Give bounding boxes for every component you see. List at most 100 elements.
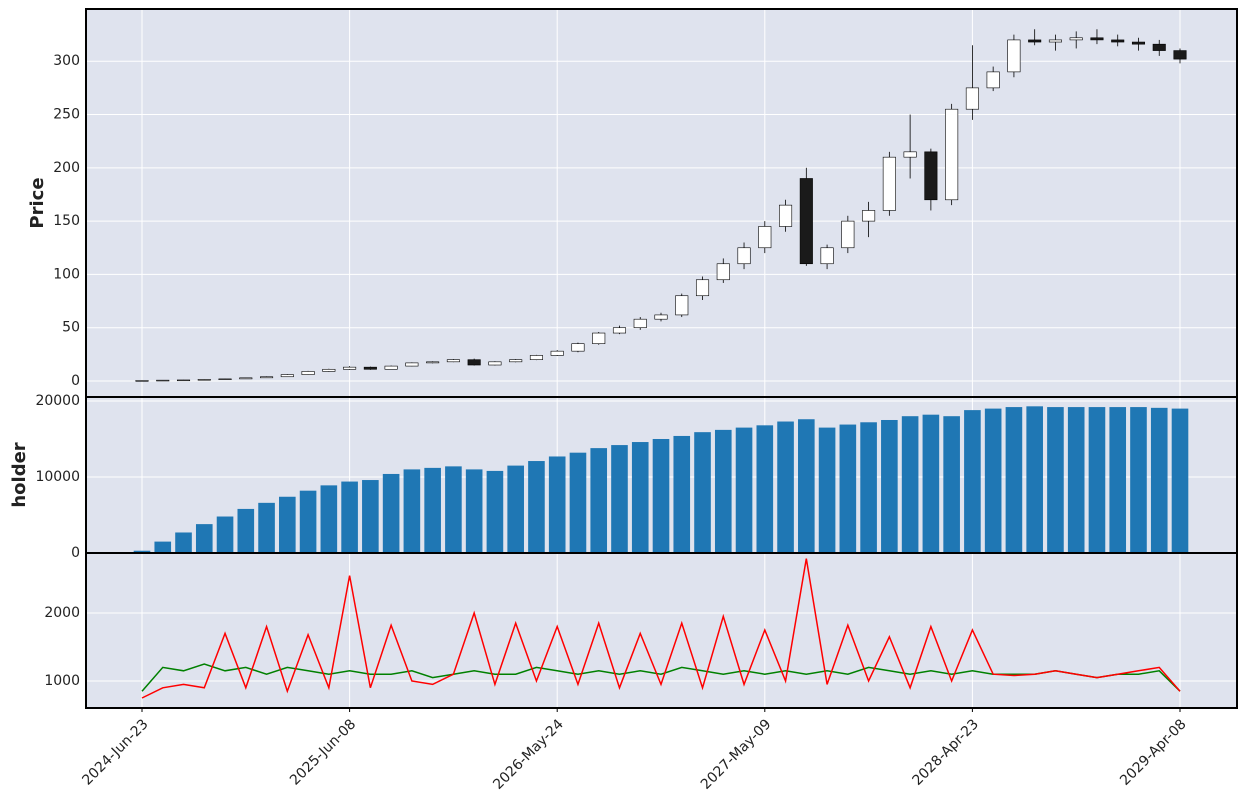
- y-tick-label: 0: [71, 373, 80, 389]
- bar: [548, 456, 566, 553]
- bar: [798, 419, 815, 553]
- bar: [590, 448, 608, 553]
- candle-body: [654, 314, 668, 320]
- candle-body: [301, 371, 315, 375]
- bar: [860, 422, 877, 553]
- bar: [465, 469, 483, 553]
- bar: [320, 485, 338, 553]
- bar: [1047, 407, 1064, 553]
- candle-body: [841, 220, 855, 249]
- bar: [839, 424, 857, 553]
- bar: [964, 410, 981, 553]
- candle-body: [260, 376, 274, 379]
- x-tick-label: 2029-Apr-08: [1117, 716, 1190, 789]
- bar: [694, 432, 711, 553]
- candle-body: [197, 379, 211, 381]
- x-tick-label: 2025-Jun-08: [287, 716, 359, 788]
- bar: [673, 435, 691, 553]
- candle-body: [571, 343, 585, 352]
- bar: [1088, 407, 1106, 553]
- bar: [611, 445, 628, 553]
- candle-body: [612, 327, 627, 334]
- candle-body: [737, 247, 751, 265]
- candle-body: [758, 226, 772, 249]
- bar: [237, 508, 255, 553]
- bar: [1067, 407, 1085, 553]
- candle-body: [862, 210, 876, 222]
- y-tick-label: 200: [53, 160, 80, 176]
- bar: [258, 502, 275, 553]
- bar: [714, 429, 732, 553]
- candle-body: [924, 151, 938, 201]
- bar: [424, 467, 441, 553]
- candle-body: [322, 368, 336, 372]
- candle-body: [716, 263, 730, 281]
- bar: [569, 452, 587, 553]
- y-tick-label: 2000: [44, 605, 80, 621]
- bar: [818, 427, 836, 553]
- bar: [777, 421, 794, 553]
- bar: [1130, 407, 1147, 553]
- y-tick-label: 0: [71, 545, 80, 561]
- bar: [175, 532, 192, 553]
- candle-body: [882, 156, 896, 211]
- candle-body: [405, 362, 419, 367]
- candle-body: [218, 378, 232, 380]
- x-tick-label: 2026-May-24: [490, 716, 567, 793]
- candle-body: [384, 365, 398, 370]
- bar: [528, 461, 545, 553]
- candle-body: [176, 379, 191, 382]
- candle-body: [467, 359, 481, 366]
- bar: [922, 414, 940, 553]
- candle-body: [509, 359, 523, 363]
- candle-body: [135, 380, 149, 382]
- candle-body: [529, 355, 543, 360]
- bar: [341, 481, 358, 553]
- candle-body: [1131, 41, 1146, 45]
- y-axis-label: holder: [9, 442, 30, 507]
- bar: [631, 442, 649, 553]
- candle-body: [488, 361, 502, 366]
- line-series: [141, 558, 1181, 699]
- candle-body: [633, 318, 647, 329]
- y-tick-label: 150: [53, 213, 80, 229]
- candle-body: [426, 361, 440, 364]
- candle-body: [363, 366, 377, 370]
- candle-body: [280, 374, 294, 378]
- candle-body: [1111, 39, 1125, 43]
- bar: [652, 438, 670, 553]
- candle-body: [820, 247, 834, 265]
- candle-body: [1069, 37, 1083, 41]
- x-tick-label: 2027-May-09: [698, 716, 775, 793]
- candle-body: [695, 279, 710, 297]
- panel-background: [86, 9, 1237, 397]
- candle-body: [446, 359, 460, 363]
- candle-body: [903, 151, 917, 158]
- x-tick-label: 2024-Jun-23: [79, 716, 151, 788]
- x-tick-label: 2028-Apr-23: [910, 716, 983, 789]
- bar: [133, 550, 151, 553]
- bar: [984, 408, 1002, 553]
- bar: [216, 516, 234, 553]
- candle-body: [1028, 39, 1042, 43]
- candle-body: [1007, 39, 1021, 73]
- y-tick-label: 300: [53, 53, 80, 69]
- candle-body: [239, 377, 253, 380]
- bar: [507, 465, 524, 553]
- candle-body: [986, 71, 1000, 89]
- candle-body: [965, 87, 979, 110]
- candle-body: [1173, 50, 1187, 60]
- bar: [486, 470, 504, 553]
- y-tick-label: 100: [53, 266, 80, 282]
- bar: [382, 473, 400, 553]
- y-tick-label: 20000: [35, 393, 80, 409]
- bar: [403, 469, 421, 553]
- candle-body: [779, 204, 793, 227]
- y-tick-label: 10000: [35, 469, 80, 485]
- candle-body: [1152, 43, 1166, 51]
- bar: [195, 524, 213, 553]
- candle-body: [945, 108, 959, 201]
- bar: [1171, 408, 1189, 553]
- bar: [362, 480, 379, 553]
